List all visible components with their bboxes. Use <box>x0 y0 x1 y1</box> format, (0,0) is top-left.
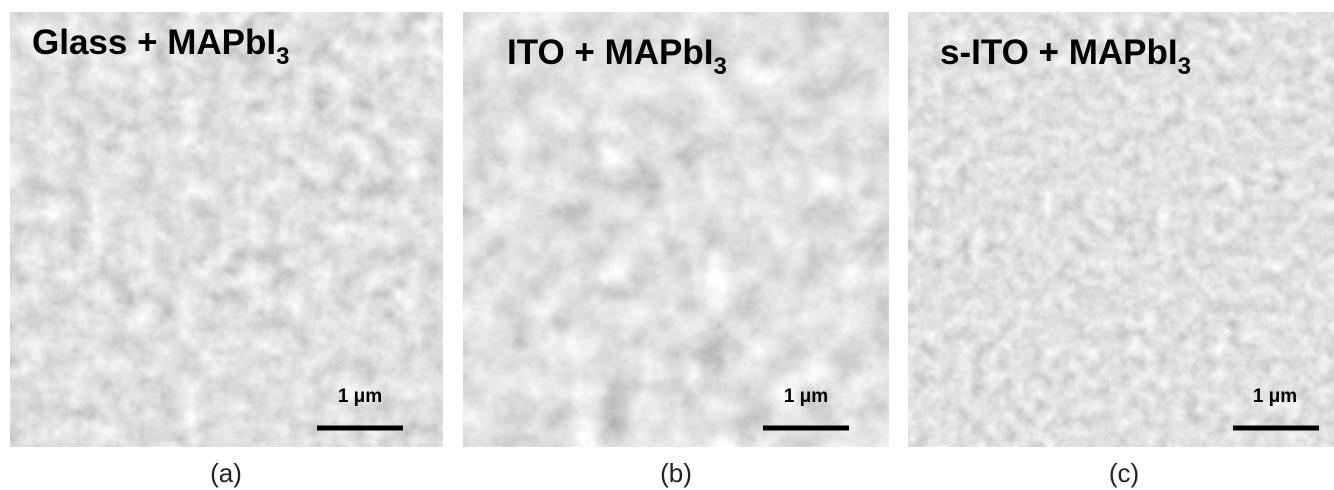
scale-label: 1 μm <box>1253 386 1297 407</box>
title-text: s-ITO + MAPbI <box>940 33 1178 72</box>
figure: Glass + MAPbI3 1 μm (a) ITO + MAPbI3 1 μ… <box>0 0 1334 490</box>
title-subscript: 3 <box>276 43 289 70</box>
title-text: ITO + MAPbI <box>507 33 713 72</box>
panel-caption: (c) <box>1109 458 1139 488</box>
panel-caption: (a) <box>210 458 242 488</box>
title-subscript: 3 <box>1178 53 1191 80</box>
panel-c: s-ITO + MAPbI3 1 μm (c) <box>908 12 1334 488</box>
sem-image <box>908 12 1334 447</box>
panel-caption: (b) <box>660 458 692 488</box>
scale-label: 1 μm <box>784 386 828 407</box>
title-subscript: 3 <box>713 53 726 80</box>
sem-image <box>10 12 443 447</box>
panel-b: ITO + MAPbI3 1 μm (b) <box>463 12 889 488</box>
scale-label: 1 μm <box>338 386 382 407</box>
title-text: Glass + MAPbI <box>32 23 276 62</box>
panel-a: Glass + MAPbI3 1 μm (a) <box>10 12 443 488</box>
sem-image <box>463 12 889 447</box>
